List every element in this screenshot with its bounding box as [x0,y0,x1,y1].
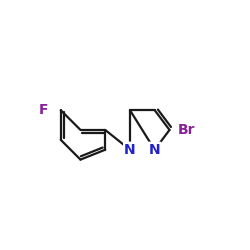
Text: F: F [39,103,48,117]
Text: N: N [124,143,136,157]
Text: N: N [149,143,160,157]
Text: Br: Br [178,123,196,137]
